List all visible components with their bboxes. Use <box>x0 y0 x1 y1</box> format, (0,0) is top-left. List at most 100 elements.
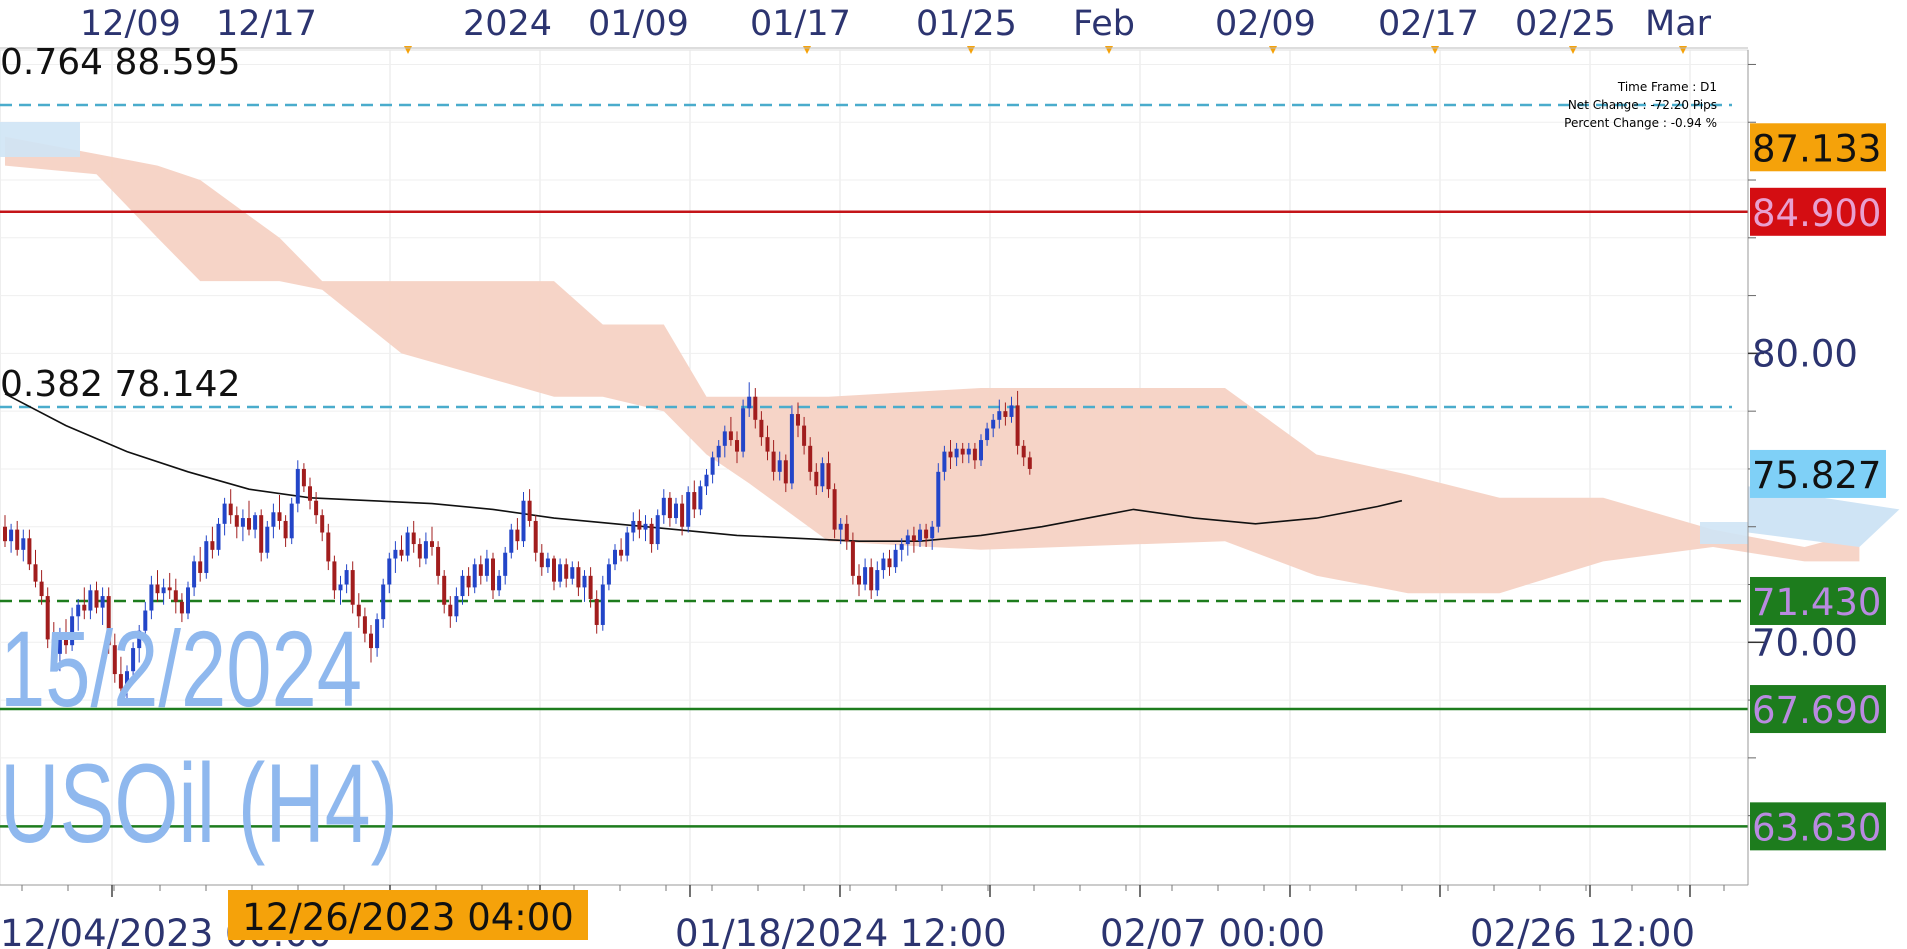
candle-102 <box>625 526 630 562</box>
candle-117 <box>716 440 721 467</box>
candle-body <box>924 529 929 539</box>
price-badge-label: 75.827 <box>1752 454 1881 497</box>
top-date-label-4: 01/17 <box>750 4 851 44</box>
candle-123 <box>753 388 758 429</box>
candle-31 <box>192 555 197 597</box>
candle-158 <box>966 442 971 464</box>
price-badge-label: 87.133 <box>1752 127 1881 170</box>
price-badge-label: 84.900 <box>1752 192 1881 235</box>
candle-body <box>442 575 447 605</box>
candle-72 <box>442 570 447 614</box>
candle-body <box>283 520 288 539</box>
candle-body <box>674 503 678 519</box>
watermark-symbol: USOil (H4) <box>0 741 398 866</box>
candle-body <box>997 411 1002 420</box>
candle-body <box>64 633 68 646</box>
candle-36 <box>222 497 227 536</box>
candle-15 <box>94 581 99 614</box>
candle-133 <box>814 463 819 495</box>
candle-body <box>991 419 996 429</box>
candle-68 <box>417 538 422 568</box>
candle-body <box>509 529 514 553</box>
price-badge-bg <box>1750 449 1886 498</box>
candle-body <box>838 523 843 530</box>
candle-body <box>789 414 794 484</box>
candle-44 <box>271 503 276 539</box>
candle-120 <box>735 431 739 464</box>
candle-body <box>600 584 605 625</box>
candle-body <box>741 408 746 452</box>
candle-body <box>1009 405 1014 417</box>
candle-61 <box>375 613 380 657</box>
candle-body <box>405 532 410 556</box>
price-badge-bg <box>1750 123 1886 172</box>
candle-body <box>253 515 258 530</box>
candle-body <box>45 596 50 640</box>
candle-body <box>820 463 825 487</box>
candle-body <box>247 518 251 530</box>
candle-34 <box>210 526 215 559</box>
candle-128 <box>783 454 788 493</box>
price-badge-bg <box>1750 576 1886 625</box>
candle-body <box>70 616 75 646</box>
candle-body <box>82 604 87 611</box>
y-axis: 80.00 70.00 <box>1747 50 1858 885</box>
candle-163 <box>997 399 1002 429</box>
candle-152 <box>930 520 935 550</box>
candle-body <box>39 581 44 597</box>
candle-131 <box>802 416 807 455</box>
candle-104 <box>637 509 642 539</box>
candle-body <box>375 619 380 649</box>
top-date-axis: 12/09 12/17 2024 01/09 01/17 01/25 Feb 02/09 02/… <box>0 4 1748 54</box>
candle-9 <box>57 627 62 672</box>
candle-150 <box>918 523 922 547</box>
candles <box>3 382 1032 701</box>
candle-41 <box>253 512 258 539</box>
candle-body <box>552 558 556 582</box>
candle-1 <box>9 523 14 553</box>
candle-21 <box>131 642 136 680</box>
candle-body <box>936 471 941 527</box>
candle-84 <box>515 518 520 550</box>
candle-body <box>234 515 239 527</box>
candle-body <box>966 448 971 455</box>
candle-body <box>149 584 154 611</box>
bottom-date-label-3: 02/26 12:00 <box>1470 912 1695 949</box>
info-panel: Time Frame : D1 Net Change : -72.20 Pips… <box>1564 80 1717 130</box>
candle-body <box>637 520 642 530</box>
candle-83 <box>509 523 514 559</box>
ichimoku-cloud <box>5 136 1900 594</box>
candle-168 <box>1027 451 1032 475</box>
candle-27 <box>167 572 172 599</box>
candle-49 <box>301 463 306 493</box>
candle-body <box>460 575 465 597</box>
candle-body <box>747 396 752 409</box>
top-date-label-6: Feb <box>1073 4 1135 44</box>
candle-82 <box>503 546 508 585</box>
candle-19 <box>118 656 123 698</box>
candle-87 <box>533 515 538 562</box>
candle-body <box>655 515 660 545</box>
candle-body <box>728 431 733 441</box>
decor-smudges <box>0 122 1748 544</box>
candle-136 <box>832 483 837 539</box>
candle-body <box>112 645 117 675</box>
candle-body <box>972 448 977 461</box>
candle-body <box>1027 457 1032 469</box>
top-date-label-9: 02/25 <box>1515 4 1616 44</box>
candle-body <box>716 445 721 458</box>
candle-body <box>137 630 142 649</box>
candle-13 <box>82 587 87 620</box>
candle-122 <box>747 382 752 417</box>
candle-body <box>576 567 581 588</box>
candle-body <box>216 523 221 550</box>
candle-55 <box>338 575 343 605</box>
candle-body <box>802 425 807 446</box>
candle-165 <box>1009 396 1014 423</box>
candle-56 <box>344 564 349 594</box>
candle-body <box>308 486 312 501</box>
candle-43 <box>265 520 270 559</box>
candle-body <box>832 489 837 530</box>
candle-body <box>369 633 373 649</box>
